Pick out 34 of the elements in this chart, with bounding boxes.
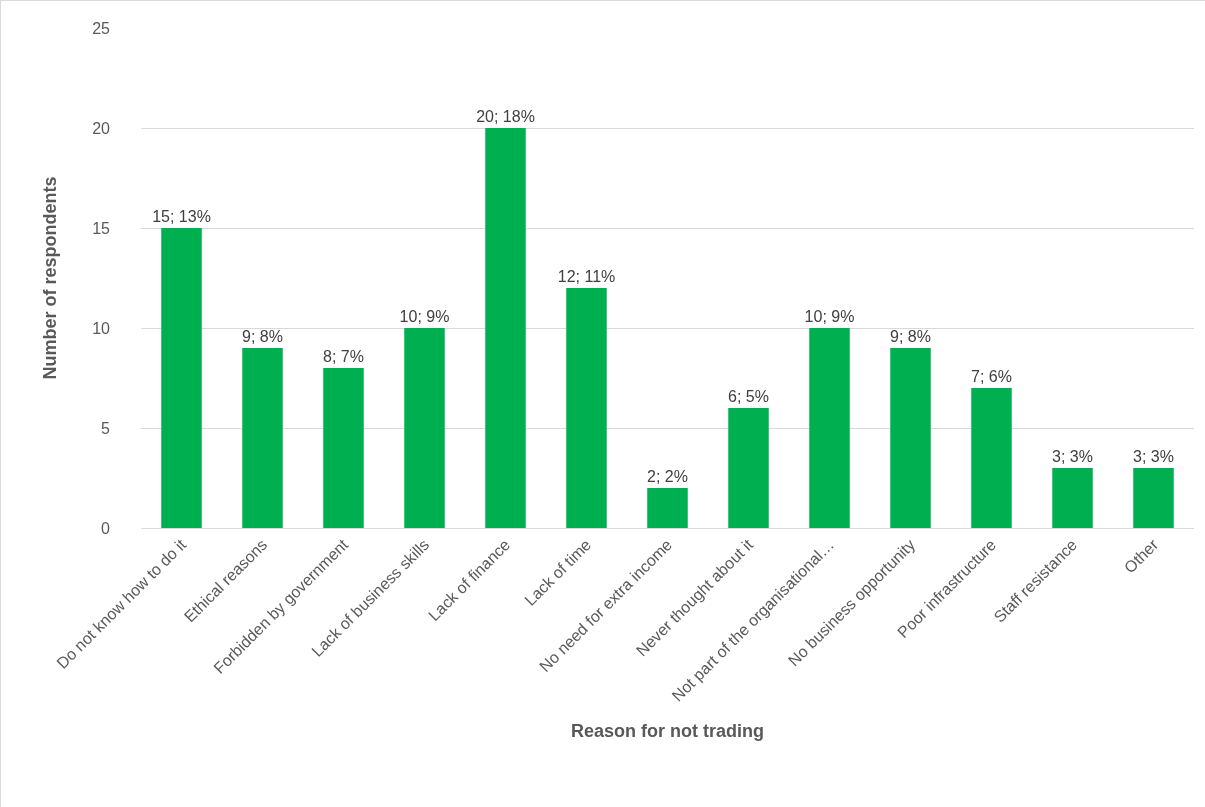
bar	[161, 228, 202, 528]
y-tick-label: 5	[101, 419, 111, 437]
bar	[1133, 468, 1174, 528]
bar	[647, 488, 688, 528]
bar	[971, 388, 1012, 528]
x-axis-title: Reason for not trading	[571, 720, 764, 741]
bar	[323, 368, 364, 528]
y-tick-label: 10	[92, 319, 111, 337]
bar	[728, 408, 769, 528]
data-label: 6; 5%	[728, 388, 769, 405]
data-label: 7; 6%	[971, 368, 1012, 385]
bar	[1052, 468, 1093, 528]
data-label: 8; 7%	[323, 348, 364, 365]
y-tick-label: 20	[92, 119, 111, 137]
y-axis-title: Number of respondents	[40, 176, 61, 380]
data-label: 3; 3%	[1133, 448, 1174, 465]
data-label: 20; 18%	[476, 108, 535, 125]
y-tick-label: 15	[92, 219, 111, 237]
y-tick-label: 25	[92, 19, 111, 37]
data-label: 9; 8%	[242, 328, 283, 345]
data-label: 9; 8%	[890, 328, 931, 345]
data-label: 10; 9%	[804, 308, 855, 325]
y-tick-label: 0	[101, 519, 111, 537]
bar	[242, 348, 283, 528]
data-label: 15; 13%	[152, 208, 211, 225]
data-label: 2; 2%	[647, 468, 688, 485]
data-label: 10; 9%	[399, 308, 450, 325]
data-label: 12; 11%	[557, 268, 616, 285]
bar	[485, 128, 526, 528]
bar	[404, 328, 445, 528]
data-label: 3; 3%	[1052, 448, 1093, 465]
bar	[890, 348, 931, 528]
bar	[809, 328, 850, 528]
bar	[566, 288, 607, 528]
